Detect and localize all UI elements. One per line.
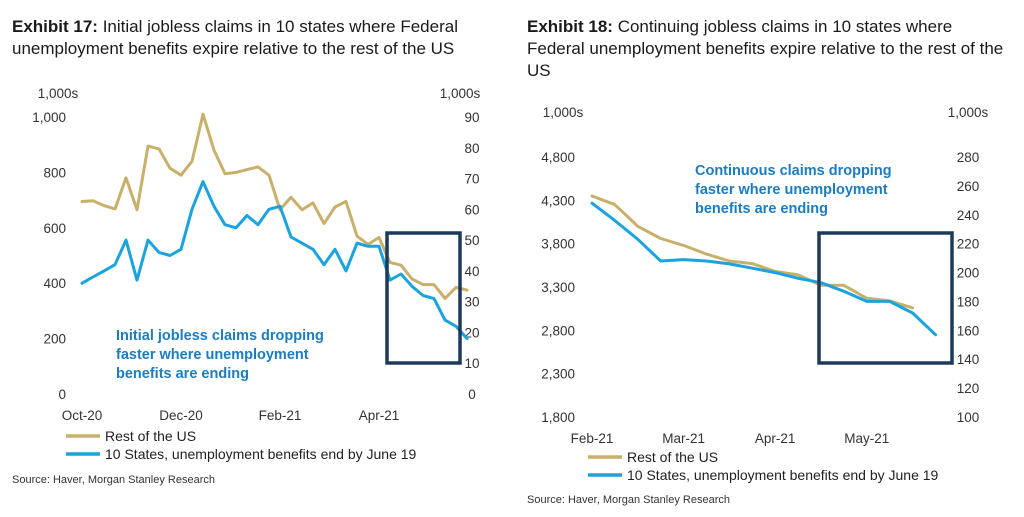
right-y-tick-label: 0 xyxy=(468,387,476,402)
right-y-tick-label: 10 xyxy=(464,356,479,371)
x-tick-label: Feb-21 xyxy=(571,431,614,446)
exhibit-17-source: Source: Haver, Morgan Stanley Research xyxy=(12,474,215,486)
x-tick-label: Dec-20 xyxy=(159,408,203,423)
right-y-tick-label: 30 xyxy=(464,295,479,310)
highlight-box xyxy=(385,231,462,365)
right-y-tick-label: 260 xyxy=(957,179,980,194)
right-y-tick-label: 180 xyxy=(957,294,980,309)
annotation-line: benefits are ending xyxy=(116,366,249,382)
legend-label-10-states: 10 States, unemployment benefits end by … xyxy=(627,467,939,483)
series-rest-of-us-line xyxy=(590,194,915,310)
x-tick-label: Apr-21 xyxy=(755,431,796,446)
x-tick-label: May-21 xyxy=(844,431,889,446)
series-10-states-line xyxy=(590,201,937,337)
legend-label-rest-of-us: Rest of the US xyxy=(105,428,196,444)
x-tick-label: Mar-21 xyxy=(662,431,705,446)
right-y-tick-label: 140 xyxy=(957,352,980,367)
left-axis-unit: 1,000s xyxy=(38,86,79,101)
right-y-tick-label: 240 xyxy=(957,208,980,223)
right-y-tick-label: 90 xyxy=(464,110,479,125)
series-rest-of-us-line xyxy=(80,112,469,300)
right-y-tick-label: 280 xyxy=(957,150,980,165)
right-y-tick-label: 20 xyxy=(464,325,479,340)
exhibit-18-source: Source: Haver, Morgan Stanley Research xyxy=(527,494,730,506)
exhibit-17-title-text: Initial jobless claims in 10 states wher… xyxy=(12,17,458,58)
left-y-tick-label: 400 xyxy=(43,276,66,291)
right-y-tick-label: 80 xyxy=(464,141,479,156)
right-axis-unit: 1,000s xyxy=(440,86,481,101)
annotation-line: faster where unemployment xyxy=(695,182,888,198)
left-y-tick-label: 2,300 xyxy=(541,367,575,382)
annotation-line: benefits are ending xyxy=(695,201,828,217)
exhibit-17-prefix: Exhibit 17: xyxy=(12,17,98,36)
right-axis-unit: 1,000s xyxy=(948,105,989,120)
exhibit-18-prefix: Exhibit 18: xyxy=(527,17,613,36)
left-y-tick-label: 0 xyxy=(58,387,66,402)
right-y-tick-label: 200 xyxy=(957,266,980,281)
left-y-tick-label: 3,800 xyxy=(541,237,575,252)
right-y-tick-label: 220 xyxy=(957,237,980,252)
right-y-tick-label: 50 xyxy=(464,233,479,248)
right-y-tick-label: 160 xyxy=(957,323,980,338)
left-y-tick-label: 1,000 xyxy=(32,110,66,125)
annotation-line: Initial jobless claims dropping xyxy=(116,328,324,344)
right-y-tick-label: 120 xyxy=(957,381,980,396)
highlight-box xyxy=(817,231,954,365)
exhibit-17-title: Exhibit 17: Initial jobless claims in 10… xyxy=(12,16,492,60)
series-10-states-line xyxy=(80,180,469,341)
left-y-tick-label: 4,300 xyxy=(541,193,575,208)
x-tick-label: Feb-21 xyxy=(259,408,302,423)
x-tick-label: Apr-21 xyxy=(359,408,400,423)
legend-label-10-states: 10 States, unemployment benefits end by … xyxy=(105,446,417,462)
annotation-line: Continuous claims dropping xyxy=(695,163,892,179)
right-y-tick-label: 40 xyxy=(464,264,479,279)
right-y-tick-label: 60 xyxy=(464,202,479,217)
left-y-tick-label: 800 xyxy=(43,165,66,180)
left-axis-unit: 1,000s xyxy=(543,105,584,120)
left-y-tick-label: 2,800 xyxy=(541,323,575,338)
legend-label-rest-of-us: Rest of the US xyxy=(627,449,718,465)
x-tick-label: Oct-20 xyxy=(62,408,103,423)
right-y-tick-label: 100 xyxy=(957,410,980,425)
exhibit-18-title-text: Continuing jobless claims in 10 states w… xyxy=(527,17,1004,80)
left-y-tick-label: 1,800 xyxy=(541,410,575,425)
left-y-tick-label: 600 xyxy=(43,221,66,236)
left-y-tick-label: 200 xyxy=(43,332,66,347)
left-y-tick-label: 3,300 xyxy=(541,280,575,295)
exhibit-18-title: Exhibit 18: Continuing jobless claims in… xyxy=(527,16,1007,82)
annotation-line: faster where unemployment xyxy=(116,347,309,363)
left-y-tick-label: 4,800 xyxy=(541,150,575,165)
right-y-tick-label: 70 xyxy=(464,172,479,187)
